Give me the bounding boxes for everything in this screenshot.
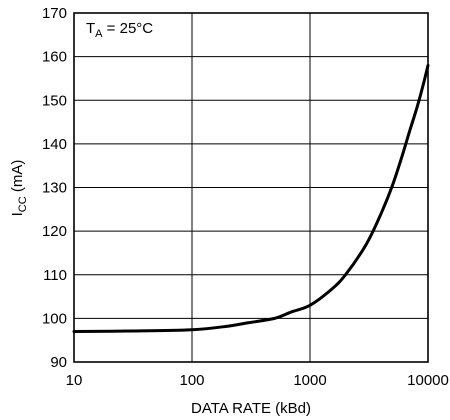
temperature-annotation: TA = 25°C bbox=[86, 20, 153, 40]
y-axis-title: ICC (mA) bbox=[9, 160, 29, 217]
grid-lines bbox=[74, 13, 428, 362]
y-tick-label: 90 bbox=[50, 354, 67, 371]
y-tick-label: 150 bbox=[42, 92, 67, 109]
x-tick-label: 10000 bbox=[407, 372, 449, 389]
y-tick-label: 170 bbox=[42, 5, 67, 22]
y-axis-ticks: 90 100 110 120 130 140 150 160 170 bbox=[42, 5, 67, 371]
y-tick-label: 130 bbox=[42, 180, 67, 197]
y-tick-label: 110 bbox=[43, 267, 67, 284]
y-tick-label: 120 bbox=[42, 223, 67, 240]
x-tick-label: 10 bbox=[66, 372, 83, 389]
x-axis-title: DATA RATE (kBd) bbox=[191, 400, 311, 417]
y-tick-label: 140 bbox=[42, 136, 67, 153]
x-tick-label: 100 bbox=[179, 372, 204, 389]
x-tick-label: 1000 bbox=[293, 372, 326, 389]
plot-frame bbox=[73, 12, 429, 363]
y-tick-label: 100 bbox=[42, 310, 67, 327]
y-tick-label: 160 bbox=[42, 49, 67, 66]
x-axis-ticks: 10 100 1000 10000 bbox=[66, 372, 449, 389]
icc-vs-data-rate-curve bbox=[72, 63, 430, 333]
